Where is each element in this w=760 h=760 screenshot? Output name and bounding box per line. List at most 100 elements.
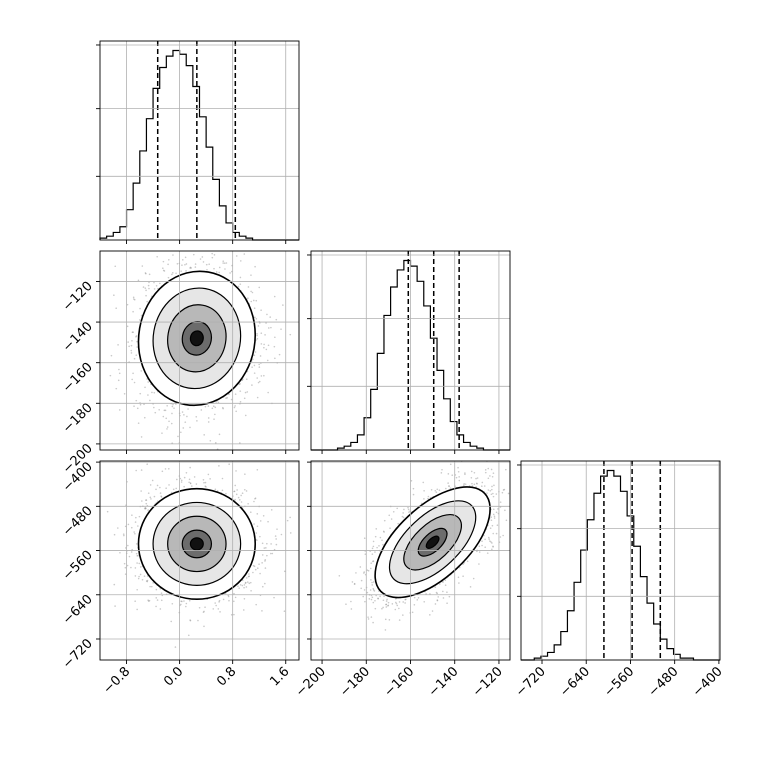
scatter-point [241,579,244,582]
scatter-point [171,412,173,415]
scatter-point [130,344,133,347]
scatter-point [149,484,152,486]
scatter-point [273,345,276,348]
scatter-point [126,564,129,567]
x-tick-label: −720 [513,664,549,700]
scatter-point [187,634,190,637]
scatter-point [201,256,204,258]
scatter-point [209,241,211,243]
scatter-point [215,604,217,607]
scatter-point [256,513,259,515]
scatter-panel-0-2 [106,458,292,648]
scatter-point [207,405,210,407]
scatter-point [253,299,255,302]
scatter-point [513,511,515,513]
scatter-point [151,391,153,394]
scatter-point [133,381,136,384]
scatter-point [113,533,116,536]
scatter-point [222,262,224,264]
scatter-point [124,573,127,575]
scatter-point [241,492,244,495]
scatter-point [286,519,289,522]
histogram-panel-1 [307,251,510,451]
scatter-point [162,269,165,272]
scatter-point [189,466,191,469]
scatter-point [261,585,264,588]
scatter-point [175,487,178,490]
scatter-point [395,601,397,604]
scatter-point [153,391,156,394]
scatter-point [261,554,264,556]
scatter-point [350,608,353,610]
scatter-point [267,520,269,523]
scatter-point [149,496,152,499]
scatter-point [206,245,208,247]
scatter-point [273,295,276,298]
scatter-point [253,364,256,367]
scatter-point [218,599,221,602]
scatter-point [270,509,273,511]
scatter-point [132,310,134,313]
scatter-point [257,325,260,327]
scatter-point [219,611,221,613]
scatter-point [171,602,174,605]
scatter-point [230,270,233,273]
scatter-point [252,564,255,567]
scatter-point [162,415,165,418]
scatter-point [214,602,216,604]
scatter-point [216,448,219,450]
scatter-point [143,403,145,406]
scatter-point [175,272,177,275]
scatter-point [171,405,174,408]
scatter-point [237,585,239,587]
scatter-point [145,507,147,510]
scatter-point [398,607,400,610]
scatter-point [273,548,276,551]
scatter-point [242,458,244,460]
scatter-point [493,515,496,518]
scatter-point [198,237,200,239]
scatter-point [260,309,262,312]
scatter-point [492,495,495,498]
scatter-point [170,620,173,623]
scatter-frame [99,250,300,451]
scatter-point [218,271,220,274]
scatter-point [147,492,150,494]
scatter-point [363,589,366,591]
y-tick-label: −560 [60,548,96,584]
scatter-point [185,263,188,265]
scatter-point [127,523,130,526]
scatter-point [254,351,257,353]
scatter-point [130,526,133,529]
scatter-frame [99,460,300,661]
scatter-point [139,573,142,576]
scatter-point [253,500,255,503]
scatter-point [204,481,207,484]
scatter-point [230,613,233,616]
scatter-panel-1-2 [338,461,515,631]
scatter-point [259,535,261,538]
scatter-point [368,598,371,600]
scatter-point [117,379,120,382]
scatter-point [128,345,130,348]
scatter-point [245,490,248,492]
scatter-point [185,602,188,605]
scatter-point [251,358,254,361]
scatter-point [168,258,170,261]
scatter-point [162,267,164,270]
scatter-point [234,498,236,501]
x-tick-label: 0.0 [161,664,186,689]
scatter-point [188,599,191,602]
scatter-point [266,313,268,316]
scatter-point [239,260,242,262]
scatter-point [163,270,166,272]
scatter-point [254,497,257,499]
scatter-point [137,279,140,282]
scatter-point [251,384,253,386]
scatter-point [259,355,262,357]
scatter-point [141,500,143,502]
scatter-point [463,483,465,485]
scatter-point [240,501,243,503]
scatter-point [122,533,125,535]
scatter-point [212,608,215,610]
